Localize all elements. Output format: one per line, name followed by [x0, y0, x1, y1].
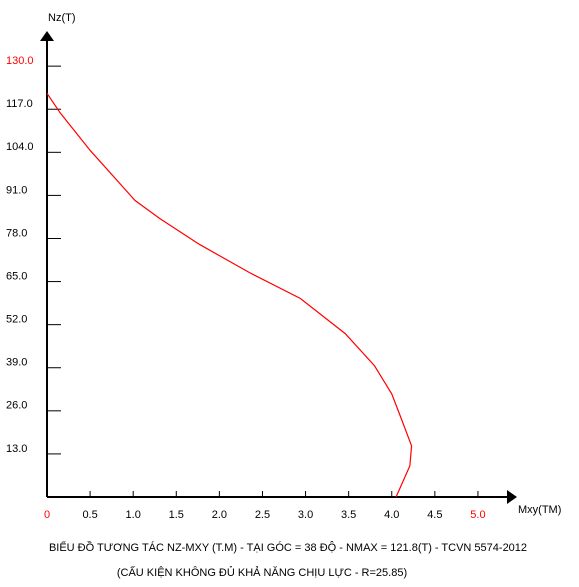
line-series — [46, 92, 413, 498]
y-tick-label: 117.0 — [6, 98, 33, 110]
x-tick-label: 1.5 — [169, 509, 184, 521]
chart-subtitle: (CẤU KIỆN KHÔNG ĐỦ KHẢ NĂNG CHỊU LỰC - R… — [117, 566, 407, 579]
x-tick-label: 0 — [44, 509, 50, 521]
y-axis-arrow — [40, 31, 54, 41]
chart-title: BIỂU ĐỒ TƯƠNG TÁC NZ-MXY (T.M) - TẠI GÓC… — [49, 541, 527, 554]
x-tick-label: 1.0 — [126, 509, 141, 521]
x-tick-label: 0.5 — [82, 509, 97, 521]
x-tick-label: 3.0 — [298, 509, 313, 521]
y-axis-label: Nz(T) — [48, 12, 76, 24]
y-tick-label: 78.0 — [6, 227, 27, 239]
x-tick-label: 2.5 — [255, 509, 270, 521]
y-tick-label: 130.0 — [6, 55, 34, 67]
x-tick-label: 4.0 — [384, 509, 399, 521]
y-tick-label: 26.0 — [6, 400, 27, 412]
x-tick-label: 5.0 — [470, 509, 485, 521]
y-tick-label: 13.0 — [6, 443, 27, 455]
y-tick-label: 104.0 — [6, 141, 34, 153]
y-tick-label: 39.0 — [6, 357, 27, 369]
y-tick-label: 91.0 — [6, 184, 27, 196]
y-tick-label: 52.0 — [6, 314, 27, 326]
x-axis-label: Mxy(TM) — [518, 504, 561, 516]
x-tick-label: 4.5 — [427, 509, 442, 521]
y-tick-label: 65.0 — [6, 270, 27, 282]
x-tick-label: 2.0 — [212, 509, 227, 521]
x-tick-label: 3.5 — [341, 509, 356, 521]
x-axis-arrow — [507, 490, 517, 504]
